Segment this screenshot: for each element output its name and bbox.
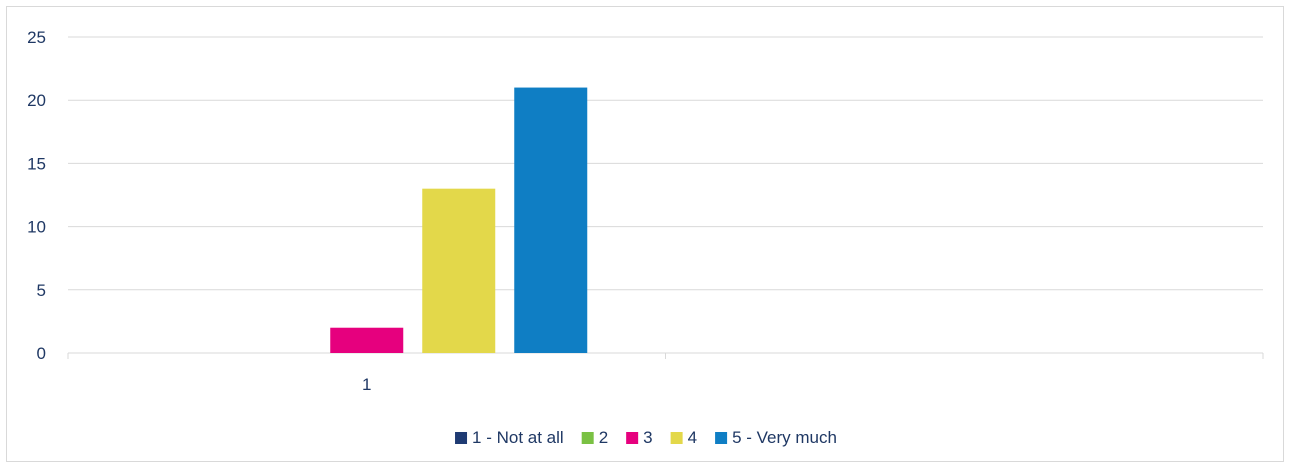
bar-series-4: [422, 188, 496, 353]
legend-swatch: [581, 432, 594, 444]
bar-series-5: [514, 87, 588, 353]
legend-item: 4: [670, 428, 697, 447]
legend-item: 2: [581, 428, 608, 447]
legend-label: 5 - Very much: [732, 428, 837, 447]
y-axis-ticks: 0 5 10 15 20 25: [27, 28, 46, 363]
legend-item: 5 - Very much: [715, 428, 837, 447]
legend-swatch: [715, 432, 728, 444]
x-axis-labels: 1: [362, 375, 371, 394]
bars: [330, 87, 588, 353]
bar-series-3: [330, 327, 404, 353]
legend-label: 1 - Not at all: [472, 428, 564, 447]
y-tick-label: 10: [27, 218, 46, 237]
y-tick-label: 25: [27, 28, 46, 47]
legend-item: 1 - Not at all: [455, 428, 564, 447]
legend-label: 2: [599, 428, 608, 447]
y-tick-label: 20: [27, 91, 46, 110]
legend-label: 4: [688, 428, 697, 447]
x-axis: [67, 352, 1264, 359]
y-tick-label: 0: [37, 344, 46, 363]
x-tick-label: 1: [362, 375, 371, 394]
legend-item: 3: [626, 428, 653, 447]
chart-frame: [6, 6, 1284, 462]
y-tick-label: 5: [37, 281, 46, 300]
legend-swatch: [670, 432, 683, 444]
legend-swatch: [455, 432, 468, 444]
gridlines: [68, 36, 1263, 291]
y-tick-label: 15: [27, 154, 46, 173]
legend-swatch: [626, 432, 639, 444]
legend: 1 - Not at all 2 3 4 5 - Very much: [455, 428, 837, 447]
legend-label: 3: [643, 428, 652, 447]
